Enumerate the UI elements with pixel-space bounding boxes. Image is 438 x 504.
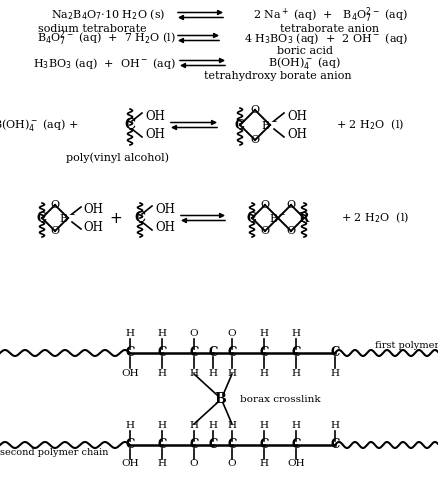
Text: H: H: [157, 421, 166, 430]
Text: O: O: [260, 226, 269, 236]
Text: O: O: [286, 226, 295, 236]
Text: H: H: [125, 330, 134, 339]
Text: O: O: [250, 135, 259, 145]
Text: H: H: [330, 421, 339, 430]
Text: H: H: [157, 460, 166, 469]
Text: H: H: [259, 330, 268, 339]
Text: poly(vinyl alcohol): poly(vinyl alcohol): [66, 153, 169, 163]
Text: B(OH)$_4^-$ (aq) +: B(OH)$_4^-$ (aq) +: [0, 117, 78, 133]
Text: H: H: [208, 421, 217, 430]
Text: H: H: [189, 368, 198, 377]
Text: O: O: [250, 105, 259, 115]
Text: sodium tetraborate: sodium tetraborate: [38, 24, 146, 34]
Text: C: C: [227, 347, 236, 359]
Text: O: O: [189, 330, 198, 339]
Text: + 2 H$_2$O  (l): + 2 H$_2$O (l): [340, 211, 408, 225]
Text: C: C: [227, 438, 236, 452]
Text: O: O: [260, 200, 269, 210]
Text: H: H: [157, 330, 166, 339]
Text: OH: OH: [145, 109, 165, 122]
Text: C: C: [291, 347, 300, 359]
Text: second polymer chain: second polymer chain: [0, 449, 108, 458]
Text: C: C: [37, 212, 47, 224]
Text: R: R: [298, 212, 308, 224]
Text: tetraborate anion: tetraborate anion: [280, 24, 379, 34]
Text: H: H: [291, 368, 300, 377]
Text: C: C: [157, 438, 166, 452]
Text: C: C: [259, 438, 268, 452]
Text: C: C: [189, 438, 198, 452]
Text: OH: OH: [155, 203, 174, 216]
Text: O: O: [227, 460, 236, 469]
Text: H$_3$BO$_3$ (aq)  +  OH$^-$ (aq): H$_3$BO$_3$ (aq) + OH$^-$ (aq): [33, 55, 176, 71]
Text: H: H: [330, 368, 339, 377]
Text: O: O: [50, 226, 60, 236]
Text: C: C: [125, 347, 134, 359]
Text: boric acid: boric acid: [276, 46, 332, 56]
Text: C: C: [208, 347, 217, 359]
Text: O: O: [50, 200, 60, 210]
Text: O: O: [189, 460, 198, 469]
Text: H: H: [259, 460, 268, 469]
Text: B: B: [214, 392, 226, 406]
Text: + 2 H$_2$O  (l): + 2 H$_2$O (l): [335, 118, 403, 133]
Text: C: C: [208, 438, 217, 452]
Text: OH: OH: [286, 460, 304, 469]
Text: B$^-$: B$^-$: [261, 119, 278, 131]
Text: OH: OH: [83, 203, 102, 216]
Text: OH: OH: [286, 128, 306, 141]
Text: C: C: [247, 212, 256, 224]
Text: B(OH)$_4^-$ (aq): B(OH)$_4^-$ (aq): [267, 55, 339, 71]
Text: OH: OH: [145, 128, 165, 141]
Text: OH: OH: [83, 221, 102, 233]
Text: OH: OH: [121, 460, 138, 469]
Text: H: H: [125, 421, 134, 430]
Text: C: C: [291, 438, 300, 452]
Text: OH: OH: [121, 368, 138, 377]
Text: +: +: [110, 211, 122, 225]
Text: C: C: [125, 438, 134, 452]
Text: 4 H$_3$BO$_3$ (aq)  +  2 OH$^-$ (aq): 4 H$_3$BO$_3$ (aq) + 2 OH$^-$ (aq): [243, 31, 407, 45]
Text: H: H: [291, 330, 300, 339]
Text: OH: OH: [155, 221, 174, 233]
Text: C: C: [189, 347, 198, 359]
Text: 2 Na$^+$ (aq)  +   B$_4$O$_7^{2-}$ (aq): 2 Na$^+$ (aq) + B$_4$O$_7^{2-}$ (aq): [252, 5, 406, 25]
Text: H: H: [189, 421, 198, 430]
Text: C: C: [234, 118, 244, 132]
Text: Na$_2$B$_4$O$_7$$\cdot$10 H$_2$O (s): Na$_2$B$_4$O$_7$$\cdot$10 H$_2$O (s): [51, 8, 165, 22]
Text: H: H: [227, 421, 236, 430]
Text: H: H: [157, 368, 166, 377]
Text: H: H: [227, 368, 236, 377]
Text: H: H: [259, 368, 268, 377]
Text: O: O: [286, 200, 295, 210]
Text: O: O: [227, 330, 236, 339]
Text: C: C: [157, 347, 166, 359]
Text: C: C: [259, 347, 268, 359]
Text: OH: OH: [286, 109, 306, 122]
Text: C: C: [329, 438, 339, 452]
Text: first polymer chain: first polymer chain: [374, 341, 438, 349]
Text: borax crosslink: borax crosslink: [240, 395, 320, 404]
Text: tetrahydroxy borate anion: tetrahydroxy borate anion: [204, 71, 351, 81]
Text: B$_4$O$_7^{2-}$ (aq)  +  7 H$_2$O (l): B$_4$O$_7^{2-}$ (aq) + 7 H$_2$O (l): [36, 28, 175, 48]
Text: C: C: [329, 347, 339, 359]
Text: B$^-$: B$^-$: [59, 212, 77, 224]
Text: B$^-$: B$^-$: [268, 212, 286, 224]
Text: H: H: [291, 421, 300, 430]
Text: H: H: [208, 368, 217, 377]
Text: C: C: [134, 211, 145, 225]
Text: C: C: [124, 118, 135, 132]
Text: H: H: [259, 421, 268, 430]
